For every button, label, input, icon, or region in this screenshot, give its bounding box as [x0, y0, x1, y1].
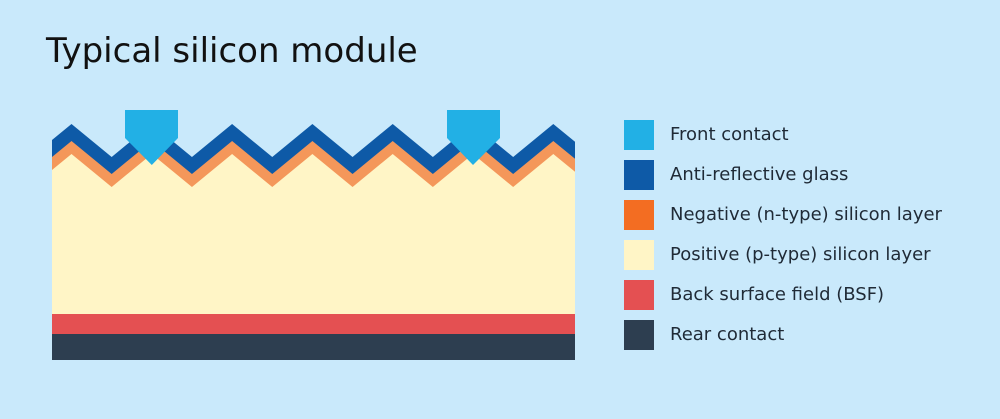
- legend-swatch: [624, 280, 654, 310]
- front-contact: [125, 110, 178, 165]
- legend-swatch: [624, 200, 654, 230]
- bsf-layer: [52, 313, 575, 335]
- anti-reflective-layer: [52, 124, 575, 174]
- p-type-layer: [52, 153, 575, 314]
- legend-swatch: [624, 160, 654, 190]
- legend-swatch: [624, 320, 654, 350]
- n-type-layer: [52, 140, 575, 187]
- legend-label: Back surface field (BSF): [670, 284, 884, 305]
- legend-swatch: [624, 240, 654, 270]
- legend-label: Negative (n-type) silicon layer: [670, 204, 943, 225]
- legend-swatch: [624, 120, 654, 150]
- title: Typical silicon module: [45, 31, 418, 71]
- legend-label: Positive (p-type) silicon layer: [670, 244, 931, 265]
- front-contact: [447, 110, 500, 165]
- rear-contact-layer: [52, 334, 575, 360]
- legend-label: Front contact: [670, 124, 789, 145]
- legend-label: Anti-reflective glass: [670, 164, 848, 185]
- legend-label: Rear contact: [670, 324, 784, 345]
- legend: Front contact Anti-reflective glass Negati…: [624, 120, 943, 350]
